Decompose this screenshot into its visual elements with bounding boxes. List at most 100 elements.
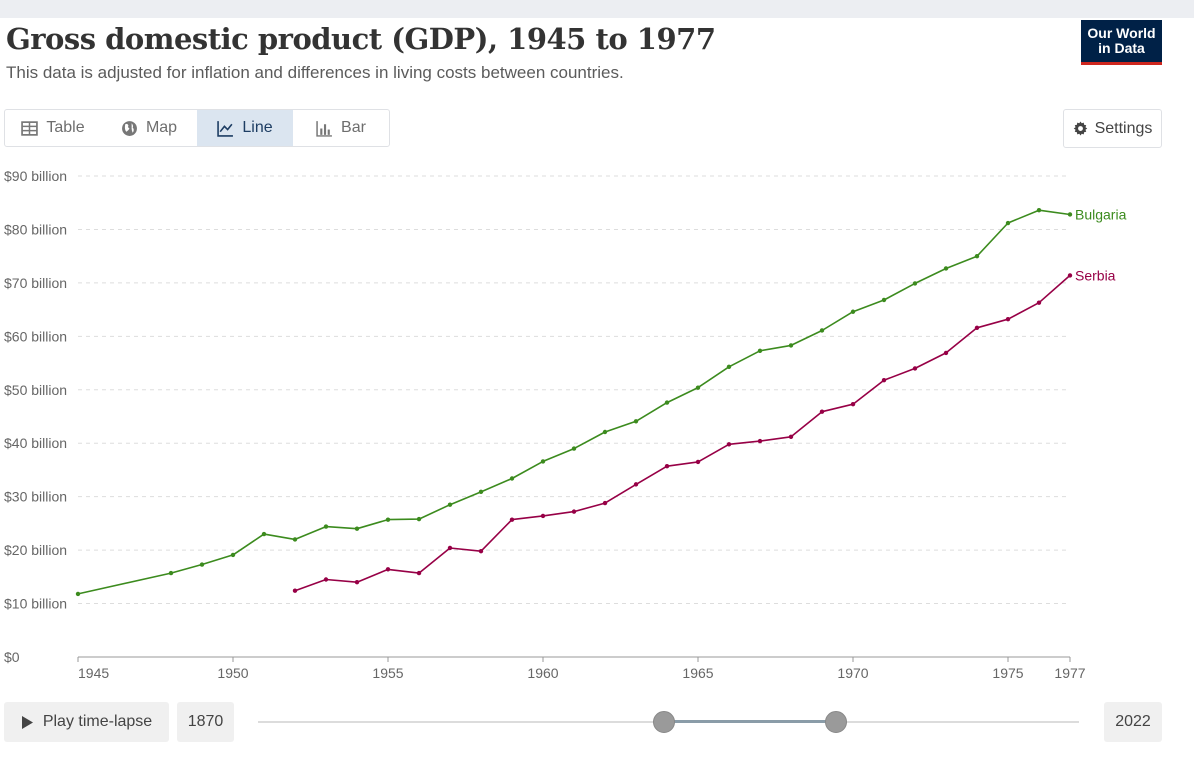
data-point-serbia[interactable] [633, 482, 639, 487]
y-tick-label: $70 billion [4, 275, 67, 291]
page-scrollbar[interactable] [1182, 18, 1194, 761]
data-point-bulgaria[interactable] [664, 400, 670, 405]
data-point-bulgaria[interactable] [447, 502, 453, 507]
data-point-bulgaria[interactable] [540, 459, 546, 464]
y-tick-label: $80 billion [4, 221, 67, 237]
series-line-serbia[interactable] [294, 274, 1071, 592]
data-point-bulgaria[interactable] [850, 309, 856, 314]
data-point-bulgaria[interactable] [571, 446, 577, 451]
data-point-bulgaria[interactable] [323, 524, 329, 529]
tab-table[interactable]: Table [5, 110, 101, 146]
settings-button[interactable]: Settings [1063, 109, 1162, 148]
x-axis: 1945 1950 1955 1960 1965 1970 1975 1977 [77, 656, 1086, 681]
data-point-serbia[interactable] [354, 579, 360, 585]
data-point-serbia[interactable] [385, 567, 391, 572]
tab-line[interactable]: Line [197, 110, 293, 146]
tab-map[interactable]: Map [101, 110, 197, 146]
data-point-bulgaria[interactable] [261, 531, 267, 537]
data-point-bulgaria[interactable] [695, 385, 701, 390]
data-point-serbia[interactable] [943, 350, 949, 356]
x-tick-label: 1950 [217, 665, 248, 681]
data-point-bulgaria[interactable] [943, 266, 949, 271]
table-icon [21, 120, 39, 136]
data-point-serbia[interactable] [850, 402, 856, 407]
x-tick-label: 1965 [682, 665, 713, 681]
data-point-serbia[interactable] [726, 442, 732, 447]
data-point-serbia[interactable] [478, 548, 484, 554]
data-point-bulgaria[interactable] [602, 429, 608, 435]
data-point-bulgaria[interactable] [1036, 208, 1042, 213]
tab-bar[interactable]: Bar [293, 110, 389, 146]
data-point-bulgaria[interactable] [478, 489, 484, 495]
data-point-bulgaria[interactable] [354, 526, 360, 531]
data-point-bulgaria[interactable] [230, 552, 236, 558]
x-tick-label: 1977 [1054, 665, 1085, 681]
browser-top-strip [0, 0, 1194, 18]
data-point-serbia[interactable] [695, 459, 701, 465]
globe-icon [122, 120, 137, 136]
data-point-serbia[interactable] [323, 577, 329, 582]
data-point-bulgaria[interactable] [168, 570, 174, 576]
data-point-serbia[interactable] [416, 570, 422, 576]
data-point-bulgaria[interactable] [1005, 220, 1011, 226]
timeline-start-year: 1870 [177, 702, 234, 742]
chart-title: Gross domestic product (GDP), 1945 to 19… [6, 22, 716, 56]
play-icon [21, 715, 33, 729]
series-label-serbia[interactable]: Serbia [1075, 267, 1116, 283]
y-tick-label: $0 [4, 649, 20, 665]
data-point-serbia[interactable] [788, 434, 794, 440]
data-point-bulgaria[interactable] [974, 253, 980, 259]
data-point-bulgaria[interactable] [881, 297, 887, 303]
data-point-serbia[interactable] [1067, 273, 1073, 278]
line-chart: $0 $10 billion $20 billion $30 billion $40 b… [4, 168, 1127, 681]
data-point-bulgaria[interactable] [788, 343, 794, 348]
data-point-bulgaria[interactable] [912, 281, 918, 286]
data-point-serbia[interactable] [1036, 300, 1042, 305]
data-point-bulgaria[interactable] [1067, 212, 1073, 217]
data-point-bulgaria[interactable] [726, 364, 732, 369]
data-point-serbia[interactable] [819, 409, 825, 414]
data-point-bulgaria[interactable] [757, 348, 763, 353]
data-point-serbia[interactable] [292, 588, 298, 593]
data-point-bulgaria[interactable] [633, 419, 639, 424]
data-point-bulgaria[interactable] [385, 517, 391, 522]
data-point-serbia[interactable] [757, 438, 763, 444]
data-point-bulgaria[interactable] [75, 591, 81, 597]
data-point-serbia[interactable] [881, 377, 887, 383]
data-point-bulgaria[interactable] [819, 328, 825, 333]
x-tick-label: 1970 [837, 665, 868, 681]
data-point-serbia[interactable] [912, 366, 918, 371]
data-point-bulgaria[interactable] [416, 516, 422, 522]
timeline-end-year: 2022 [1104, 702, 1162, 742]
data-point-serbia[interactable] [447, 545, 453, 551]
x-tick-label: 1955 [372, 665, 403, 681]
play-timelapse-button[interactable]: Play time-lapse [4, 702, 169, 742]
data-point-serbia[interactable] [509, 517, 515, 522]
y-tick-label: $50 billion [4, 382, 67, 398]
data-point-serbia[interactable] [571, 509, 577, 514]
data-point-serbia[interactable] [602, 500, 608, 506]
x-tick-label: 1960 [527, 665, 558, 681]
data-point-serbia[interactable] [664, 464, 670, 469]
data-point-bulgaria[interactable] [509, 476, 515, 481]
tab-table-label: Table [46, 119, 85, 136]
line-chart-icon [217, 120, 234, 137]
y-tick-label: $30 billion [4, 489, 67, 505]
chart-view-tabs: Table Map Line Bar [4, 109, 390, 147]
series-label-bulgaria[interactable]: Bulgaria [1075, 206, 1127, 222]
series-line-bulgaria[interactable] [77, 209, 1071, 595]
owid-logo[interactable]: Our World in Data [1081, 20, 1162, 65]
timeline-end-handle[interactable] [825, 711, 847, 733]
data-point-bulgaria[interactable] [292, 537, 298, 542]
data-point-serbia[interactable] [1005, 317, 1011, 322]
data-point-serbia[interactable] [540, 513, 546, 519]
settings-label: Settings [1094, 119, 1153, 137]
data-point-serbia[interactable] [974, 325, 980, 330]
y-tick-label: $10 billion [4, 596, 67, 612]
chart-series [75, 208, 1073, 597]
tab-line-label: Line [242, 119, 273, 136]
play-label: Play time-lapse [42, 713, 153, 730]
timeline-start-handle[interactable] [653, 711, 675, 733]
data-point-bulgaria[interactable] [199, 562, 205, 567]
series-labels: Bulgaria Serbia [1075, 206, 1127, 283]
